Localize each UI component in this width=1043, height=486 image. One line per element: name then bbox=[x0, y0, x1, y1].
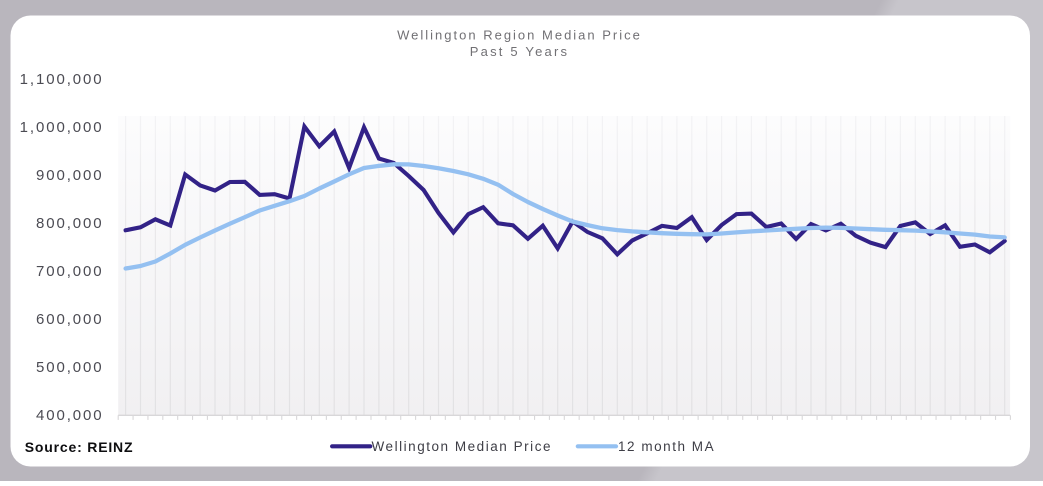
svg-text:700,000: 700,000 bbox=[36, 263, 104, 280]
svg-text:12 month MA: 12 month MA bbox=[618, 439, 715, 454]
svg-text:900,000: 900,000 bbox=[36, 167, 104, 184]
svg-text:Source: REINZ: Source: REINZ bbox=[25, 439, 134, 455]
svg-text:Wellington Median Price: Wellington Median Price bbox=[372, 439, 553, 454]
svg-text:1,100,000: 1,100,000 bbox=[20, 71, 104, 88]
svg-text:500,000: 500,000 bbox=[36, 359, 104, 376]
svg-text:600,000: 600,000 bbox=[36, 311, 104, 328]
svg-text:800,000: 800,000 bbox=[36, 215, 104, 232]
svg-text:400,000: 400,000 bbox=[36, 407, 104, 424]
svg-text:Wellington Region Median Price: Wellington Region Median Price bbox=[397, 27, 642, 42]
svg-text:Past 5 Years: Past 5 Years bbox=[470, 44, 569, 59]
svg-text:1,000,000: 1,000,000 bbox=[20, 119, 104, 136]
